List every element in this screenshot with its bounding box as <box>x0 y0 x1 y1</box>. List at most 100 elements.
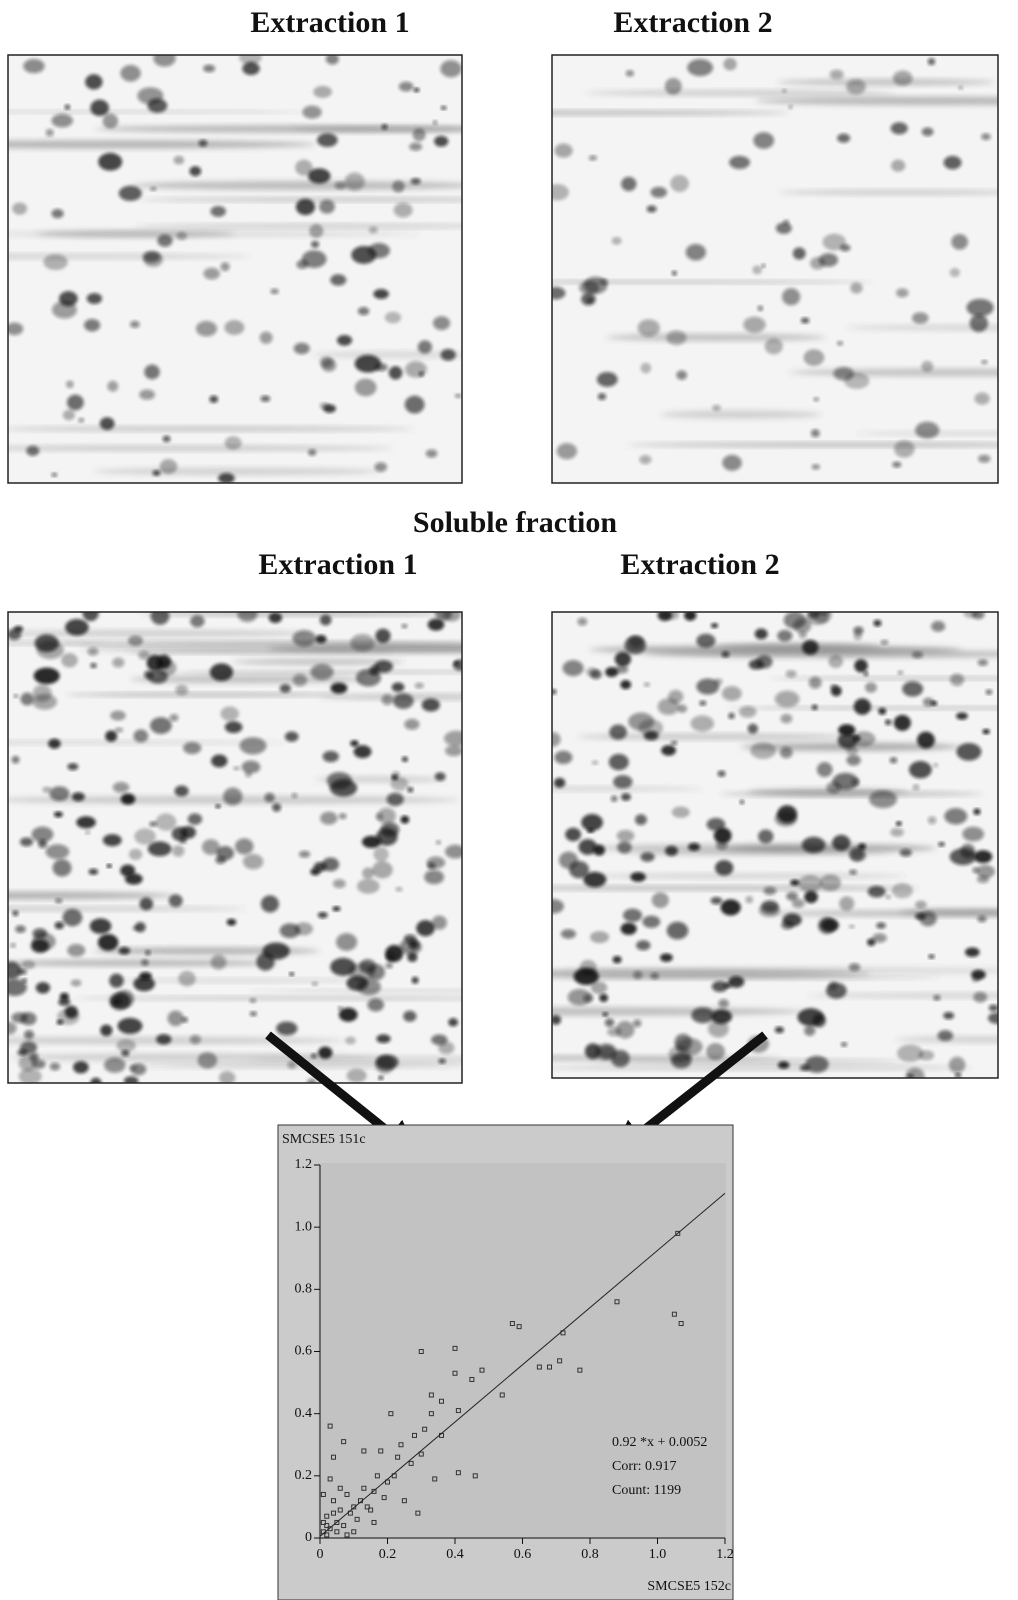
gel-spot <box>223 787 243 806</box>
gel-spot <box>664 77 682 95</box>
gel-spot <box>242 62 260 76</box>
gel-spot <box>279 684 291 693</box>
gel-spot <box>313 862 327 872</box>
gel-spot <box>45 844 70 860</box>
gel-spot <box>973 991 988 1003</box>
gel-spot <box>978 454 991 463</box>
gel-spot <box>167 1010 184 1027</box>
gel-spot <box>417 340 432 354</box>
gel-spot <box>687 59 713 77</box>
point <box>547 1364 552 1370</box>
heading: Extraction 2 <box>620 548 779 581</box>
gel-spot <box>889 757 898 764</box>
point <box>337 1485 343 1491</box>
gel-streak <box>75 996 462 1001</box>
gel-spot <box>620 679 632 690</box>
gel-spot <box>951 234 968 250</box>
gel-spot <box>330 682 348 694</box>
gel-spot <box>854 659 868 673</box>
gel-spot <box>721 686 742 701</box>
gel-spot <box>315 634 327 644</box>
gel-spot <box>954 1073 962 1078</box>
gel-spot <box>260 895 279 913</box>
point <box>361 1448 367 1454</box>
point <box>412 1432 417 1438</box>
gel-spot <box>147 841 172 857</box>
heading: Extraction 1 <box>258 548 417 581</box>
gel-spot <box>241 760 261 774</box>
gel-spot <box>150 717 172 734</box>
point <box>395 1454 401 1460</box>
gel-spot <box>20 692 34 706</box>
gel-spot <box>836 340 844 346</box>
gel-streak <box>552 969 871 979</box>
gel-spot <box>180 826 196 839</box>
gel-spot <box>209 395 219 403</box>
gel-spot <box>157 659 177 677</box>
gel-spot <box>211 754 228 768</box>
gel-spot <box>948 1056 966 1073</box>
gel-spot <box>896 288 909 298</box>
gel-spot <box>902 681 924 697</box>
gel-spot <box>431 915 447 930</box>
gel-spot <box>337 1006 343 1011</box>
gel-spot <box>11 1012 28 1023</box>
gel-spot <box>176 231 187 241</box>
gel-spot <box>259 331 273 344</box>
gel-spot <box>590 981 608 994</box>
gel-spot <box>640 362 652 374</box>
point <box>472 1473 478 1479</box>
point <box>331 1454 336 1460</box>
gel-streak <box>606 333 826 342</box>
gel-spot <box>203 64 216 73</box>
gel-spot <box>763 886 777 896</box>
gel-spot <box>927 816 937 825</box>
gel-spot <box>965 947 980 957</box>
gel-spot <box>981 359 988 365</box>
gel-spot <box>311 981 318 987</box>
gel-spot <box>552 184 569 201</box>
gel-spot <box>51 472 58 477</box>
gel-spot <box>190 615 205 628</box>
gel-spot <box>99 417 115 430</box>
gel-spot <box>581 813 603 831</box>
gel-spot <box>928 954 935 959</box>
gel-spot <box>921 360 934 372</box>
gel-spot <box>963 612 978 619</box>
gel-spot <box>905 1067 925 1078</box>
gel-spot <box>714 678 723 686</box>
gel-spot <box>891 883 913 899</box>
gel-spot <box>385 952 395 962</box>
gel-spot <box>445 745 462 757</box>
point <box>428 1392 434 1398</box>
gel-spot <box>761 263 766 268</box>
gel-spot <box>973 808 981 816</box>
gel-spot <box>646 205 657 213</box>
point <box>371 1519 377 1525</box>
gel-spot <box>728 976 745 988</box>
gel-spot <box>759 903 780 917</box>
gel-streak <box>552 280 872 284</box>
gel-spot <box>818 917 836 935</box>
gel-spot <box>956 712 968 720</box>
gel-spot <box>933 762 939 768</box>
gel-spot <box>780 713 793 724</box>
gel-spot <box>322 750 339 763</box>
gel-spot <box>295 159 313 176</box>
gel-spot <box>118 946 131 955</box>
annotation: Corr: 0.917 <box>612 1459 677 1474</box>
gel-spot <box>643 730 659 741</box>
x-tick-label: 0.2 <box>379 1547 397 1562</box>
gel-spot <box>147 98 168 113</box>
gel-spot <box>317 911 328 919</box>
gel-spot <box>49 786 70 802</box>
gel-spot <box>790 879 800 886</box>
gel-spot <box>287 1060 297 1069</box>
gel-spot <box>110 710 126 721</box>
gel-spot <box>58 998 71 1006</box>
gel-spot <box>611 236 622 245</box>
gel-streak <box>252 989 462 993</box>
point <box>320 1491 326 1497</box>
gel-spot <box>116 1039 136 1053</box>
